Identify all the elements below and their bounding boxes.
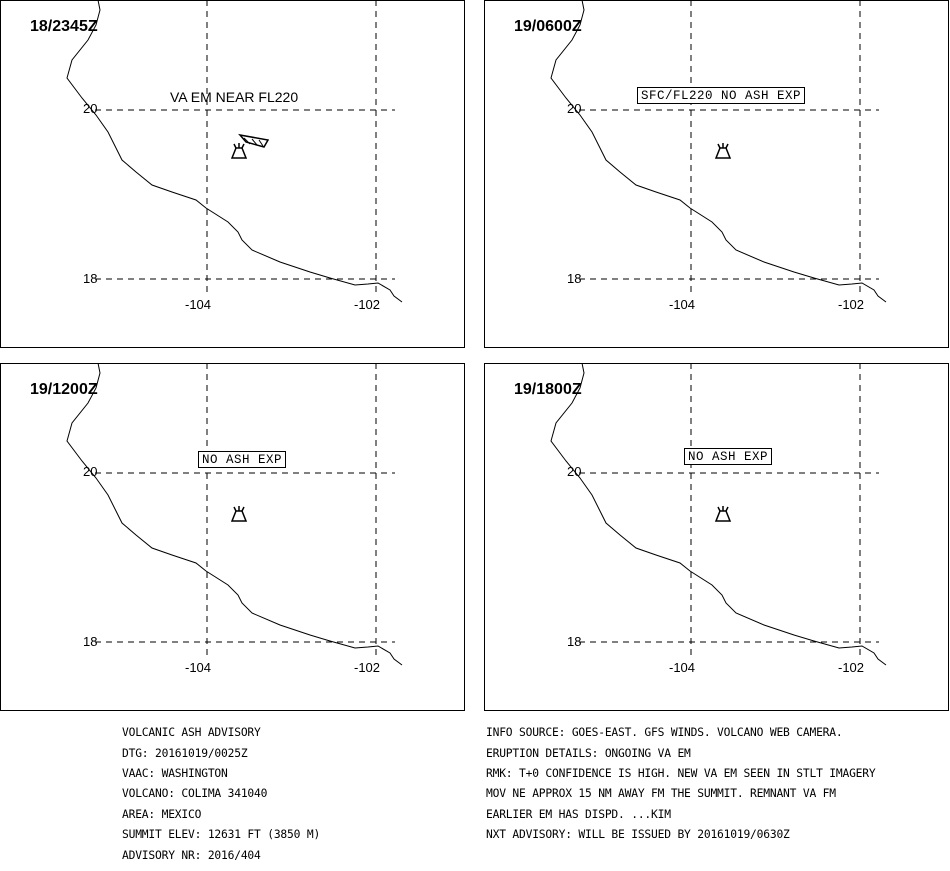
valid-time: 19/1800Z (514, 381, 582, 398)
coastline (550, 363, 887, 666)
advisory-line: ADVISORY NR: 2016/404 (122, 848, 261, 862)
map-frame (0, 0, 465, 348)
ash-label: NO ASH EXP (684, 448, 773, 465)
volcano-icon (714, 143, 732, 159)
valid-time: 18/2345Z (30, 18, 98, 35)
advisory-header-block: VOLCANIC ASH ADVISORY DTG: 20161019/0025… (122, 718, 320, 871)
advisory-line: EARLIER EM HAS DISPD. ...KIM (486, 807, 671, 821)
lon-label-104: -104 (669, 660, 696, 675)
lon-label-102: -102 (838, 660, 865, 675)
forecast-panel-t12: 19/1200Z NO ASH EXP 20 18 -104 -102 (0, 363, 465, 711)
forecast-panel-t18: 19/1800Z NO ASH EXP 20 18 -104 -102 (484, 363, 949, 711)
lon-label-102: -102 (354, 660, 381, 675)
lon-label-102: -102 (838, 297, 865, 312)
advisory-line: VOLCANIC ASH ADVISORY (122, 726, 261, 740)
lon-label-104: -104 (185, 660, 212, 675)
coastline (550, 0, 887, 303)
lon-label-104: -104 (669, 297, 696, 312)
valid-time: 19/0600Z (514, 18, 582, 35)
volcano-icon (230, 506, 248, 522)
advisory-line: AREA: MEXICO (122, 807, 202, 821)
advisory-line: VOLCANO: COLIMA 341040 (122, 787, 268, 801)
volcano-icon (714, 506, 732, 522)
advisory-line: DTG: 20161019/0025Z (122, 746, 248, 760)
advisory-line: SUMMIT ELEV: 12631 FT (3850 M) (122, 828, 321, 842)
ash-label: VA EM NEAR FL220 (170, 89, 299, 105)
forecast-panel-t0: 18/2345Z VA EM NEAR FL220 20 18 -104 -10… (0, 0, 465, 348)
lat-label-20: 20 (567, 464, 582, 479)
coastline (66, 0, 403, 303)
lon-label-104: -104 (185, 297, 212, 312)
lat-label-20: 20 (83, 464, 98, 479)
map-frame (0, 363, 465, 711)
ash-polygon (238, 133, 270, 148)
lon-label-102: -102 (354, 297, 381, 312)
lat-label-18: 18 (567, 634, 582, 649)
map-frame (484, 363, 949, 711)
lat-label-20: 20 (83, 101, 98, 116)
forecast-panel-t6: 19/0600Z SFC/FL220 NO ASH EXP 20 18 -104… (484, 0, 949, 348)
map-frame (484, 0, 949, 348)
lat-label-18: 18 (83, 271, 98, 286)
advisory-line: VAAC: WASHINGTON (122, 767, 228, 781)
ash-label: SFC/FL220 NO ASH EXP (637, 87, 806, 104)
lat-label-18: 18 (83, 634, 98, 649)
advisory-line: MOV NE APPROX 15 NM AWAY FM THE SUMMIT. … (486, 787, 836, 801)
valid-time: 19/1200Z (30, 381, 98, 398)
lat-label-18: 18 (567, 271, 582, 286)
advisory-line: RMK: T+0 CONFIDENCE IS HIGH. NEW VA EM S… (486, 767, 876, 781)
ash-label: NO ASH EXP (198, 451, 287, 468)
advisory-details-block: INFO SOURCE: GOES-EAST. GFS WINDS. VOLCA… (486, 718, 876, 851)
coastline (66, 363, 403, 666)
advisory-line: ERUPTION DETAILS: ONGOING VA EM (486, 746, 691, 760)
advisory-line: NXT ADVISORY: WILL BE ISSUED BY 20161019… (486, 828, 790, 842)
lat-label-20: 20 (567, 101, 582, 116)
volcano-icon (230, 143, 248, 159)
advisory-line: INFO SOURCE: GOES-EAST. GFS WINDS. VOLCA… (486, 726, 843, 740)
